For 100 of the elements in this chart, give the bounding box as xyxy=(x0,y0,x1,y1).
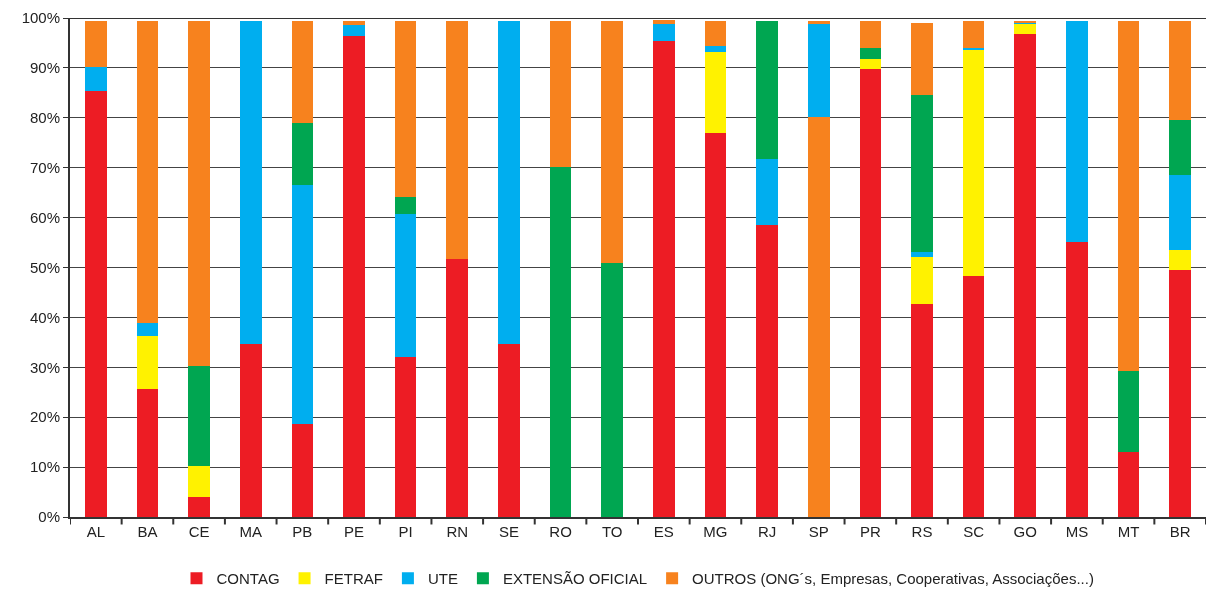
bar xyxy=(911,252,933,257)
x-tick-label: PB xyxy=(292,523,313,540)
bar xyxy=(962,275,985,517)
bar xyxy=(601,262,624,517)
bar xyxy=(807,21,830,24)
bar xyxy=(1169,175,1192,250)
bar xyxy=(1066,241,1088,517)
bar xyxy=(239,343,262,517)
bar xyxy=(911,303,933,517)
bar xyxy=(394,214,417,358)
bar xyxy=(859,20,882,49)
x-tick-label: RJ xyxy=(757,523,777,540)
x-tick-label: BA xyxy=(137,523,158,540)
x-tick-label: MS xyxy=(1065,523,1089,540)
bar xyxy=(188,20,210,366)
x-tick-label: RN xyxy=(446,523,469,540)
legend-label: UTE xyxy=(427,570,458,588)
x-tick-label: GO xyxy=(1013,523,1037,540)
y-tick-label: 30% xyxy=(29,358,60,376)
bar xyxy=(136,388,159,517)
bar xyxy=(291,185,314,424)
bar xyxy=(498,343,520,517)
bar xyxy=(394,357,417,517)
bar xyxy=(601,20,624,263)
bar xyxy=(756,224,778,517)
bar xyxy=(704,51,727,133)
bar xyxy=(962,20,985,48)
legend-label: FETRAF xyxy=(324,570,383,588)
x-tick-label: PE xyxy=(343,523,365,540)
bar xyxy=(1169,119,1192,176)
bar xyxy=(1169,249,1192,270)
bar xyxy=(652,40,675,517)
x-tick-label: AL xyxy=(86,523,105,540)
bar xyxy=(136,336,159,389)
bar xyxy=(239,20,262,344)
bar xyxy=(704,132,727,517)
x-tick-label: BR xyxy=(1169,523,1191,540)
bar xyxy=(962,49,985,276)
bar xyxy=(704,45,727,52)
y-tick-label: 60% xyxy=(29,208,60,226)
y-tick-label: 20% xyxy=(29,408,60,426)
bar xyxy=(188,466,210,497)
bar xyxy=(1117,20,1140,371)
bar xyxy=(84,20,107,67)
x-tick-label: RO xyxy=(549,523,572,540)
bar xyxy=(136,323,159,337)
bar xyxy=(704,20,727,46)
bar xyxy=(549,20,572,167)
bar xyxy=(859,69,882,517)
bar xyxy=(807,117,830,517)
x-tick-label: MG xyxy=(703,523,728,540)
x-tick-label: TO xyxy=(601,523,623,540)
bar xyxy=(1117,451,1140,517)
legend-label: EXTENSÃO OFICIAL xyxy=(502,570,648,588)
x-tick-label: MT xyxy=(1117,523,1140,540)
bar xyxy=(652,23,675,41)
bar xyxy=(549,166,572,517)
bar xyxy=(1014,23,1037,34)
bar xyxy=(291,20,314,124)
bar xyxy=(188,496,210,517)
y-tick-label: 100% xyxy=(21,9,60,27)
bar xyxy=(652,20,675,24)
bar xyxy=(136,20,159,324)
bar xyxy=(911,22,933,96)
bar xyxy=(84,90,107,517)
bar xyxy=(291,423,314,517)
bar xyxy=(1169,269,1192,517)
x-tick-label: CE xyxy=(188,523,210,540)
x-tick-label: PI xyxy=(398,523,413,540)
bar xyxy=(291,123,314,186)
y-tick-label: 80% xyxy=(29,109,60,127)
bar xyxy=(756,158,778,225)
bar xyxy=(343,36,365,517)
bar xyxy=(859,48,882,59)
x-tick-label: SC xyxy=(963,523,985,540)
x-tick-label: SE xyxy=(498,523,519,540)
legend-label: OUTROS (ONG´s, Empresas, Cooperativas, Associações...) xyxy=(692,570,1094,588)
bar xyxy=(343,25,365,37)
bar xyxy=(911,95,933,253)
bar xyxy=(756,20,778,159)
bar xyxy=(1014,33,1037,517)
bar xyxy=(498,20,520,344)
bar xyxy=(962,47,985,50)
x-tick-label: PR xyxy=(859,523,881,540)
y-tick-label: 0% xyxy=(38,508,60,526)
bar xyxy=(911,256,933,304)
bar xyxy=(807,23,830,118)
y-tick-label: 40% xyxy=(29,308,60,326)
y-tick-label: 10% xyxy=(29,458,60,476)
bar xyxy=(859,58,882,70)
bar xyxy=(394,197,417,215)
bar xyxy=(84,66,107,91)
y-tick-label: 90% xyxy=(29,59,60,77)
bar xyxy=(446,20,469,260)
x-tick-label: ES xyxy=(653,523,674,540)
x-tick-label: MA xyxy=(239,523,262,540)
x-tick-label: RS xyxy=(911,523,933,540)
bar xyxy=(1066,20,1088,242)
bar xyxy=(1117,370,1140,452)
bar xyxy=(188,365,210,467)
